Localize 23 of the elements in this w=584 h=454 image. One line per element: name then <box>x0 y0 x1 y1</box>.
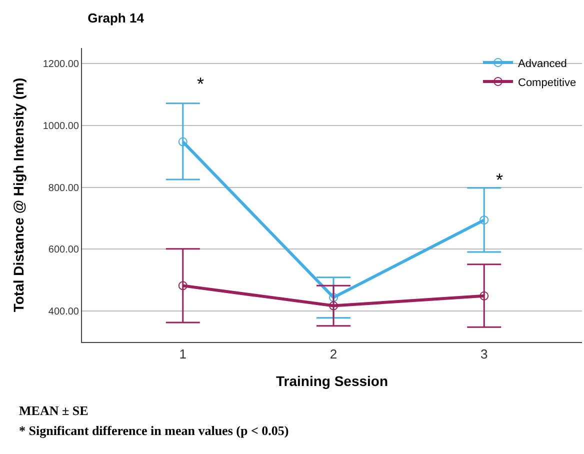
y-tick-label: 600.00 <box>48 244 80 256</box>
text: MEAN ± SE <box>19 403 88 418</box>
text: * Significant difference in mean values (p < 0.05) <box>19 423 289 438</box>
annotation: * <box>496 170 504 190</box>
y-tick-label: 800.00 <box>48 182 80 194</box>
y-tick-label: 1200.00 <box>42 58 80 70</box>
point <box>480 216 489 225</box>
annotation: * <box>197 74 204 94</box>
point <box>178 137 188 146</box>
legend-label: Advanced <box>518 58 567 70</box>
x-axis-title: Training Session <box>276 372 388 389</box>
point <box>480 291 489 300</box>
point <box>329 292 338 302</box>
y-tick-label: 400.00 <box>48 306 80 318</box>
x-tick-label: 3 <box>480 346 488 362</box>
x-tick-label: 2 <box>330 346 338 362</box>
chart-title: Graph 14 <box>88 10 145 26</box>
point <box>178 281 188 290</box>
x-tick-label: 1 <box>179 346 187 362</box>
y-axis-title: Total Distance @ High Intensity (m) <box>10 78 26 312</box>
legend-label: Competitive <box>518 76 576 89</box>
y-tick-label: 1000.00 <box>42 120 80 132</box>
point <box>329 301 338 310</box>
